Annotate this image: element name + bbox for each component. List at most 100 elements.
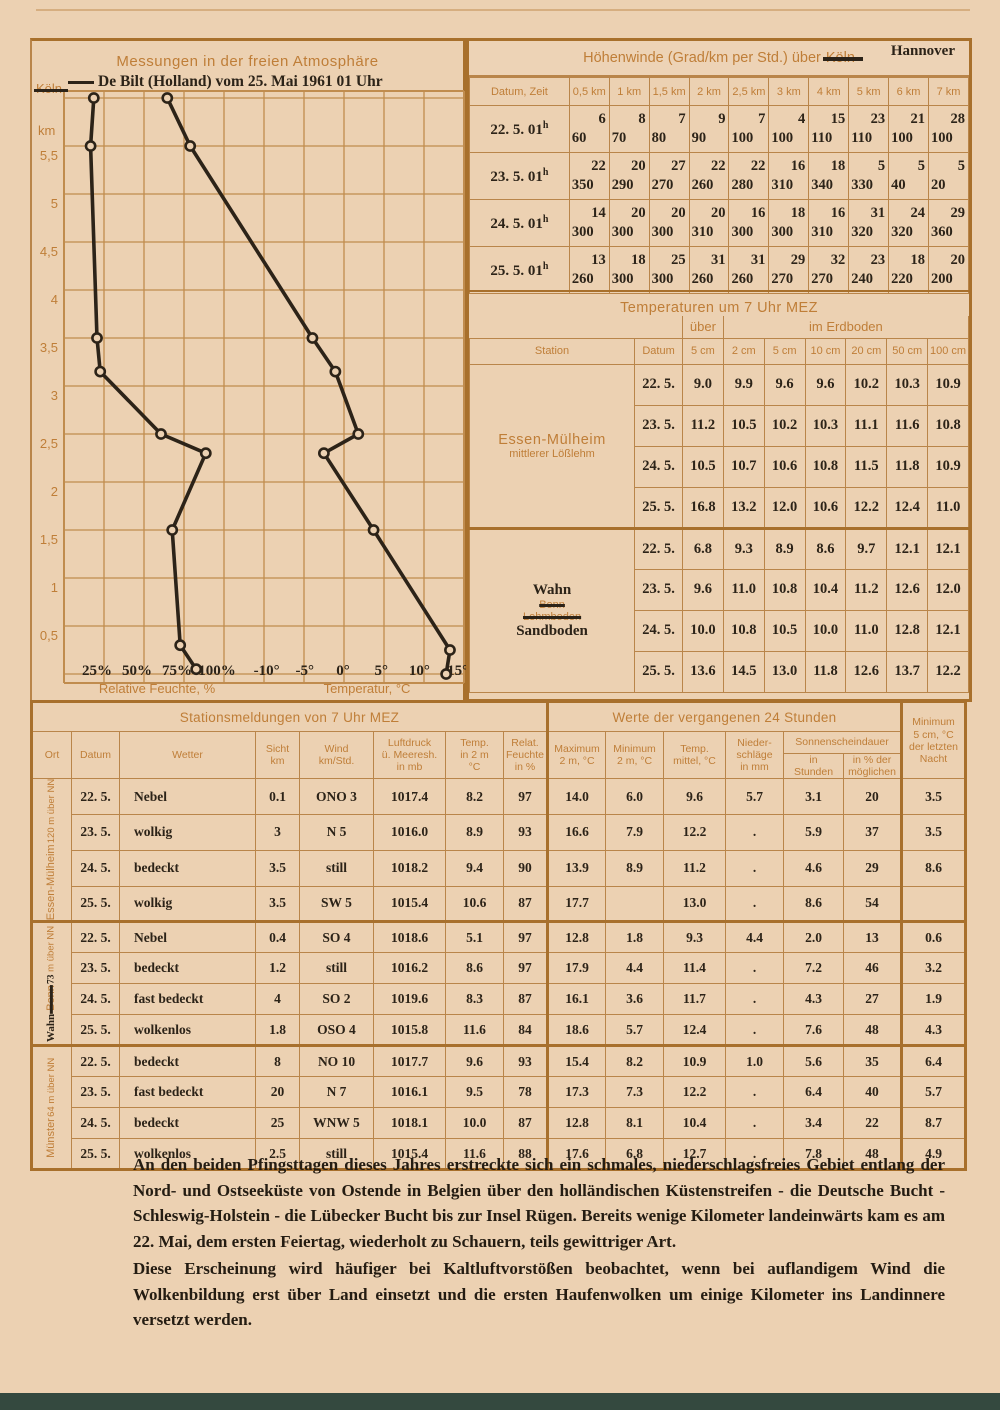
table-row: 25. 5. wolkenlos 2.5 still 1015.4 11.6 88 17.6 6… (32, 1138, 966, 1171)
wind-direction: 100 (891, 130, 913, 146)
wind-speed: 15 (830, 111, 846, 127)
wind-cell: WNW 5 (299, 1107, 374, 1140)
min-temp-cell: 6.8 (605, 1138, 664, 1171)
visibility-cell: 8 (255, 1045, 300, 1078)
altitude-header: 3 km (768, 77, 810, 106)
ort-cell: Münster 64 m über NN (31, 1045, 72, 1171)
mean-temp-cell: 11.2 (663, 849, 726, 887)
visibility-cell: 0.1 (255, 778, 300, 815)
sunshine-hours-cell: 7.2 (783, 952, 844, 985)
weather-cell: bedeckt (119, 1107, 256, 1140)
temperature-cell: 12.1 (886, 527, 929, 570)
column-header: Temp. mittel, °C (663, 730, 726, 780)
ort-altitude: 120 m über NN (46, 779, 57, 844)
wind-cell: 300 18 (768, 199, 810, 247)
temperaturen-grid: über im Erdboden Station Datum 5 cm 2 cm 5 cm 1… (468, 316, 970, 693)
mean-temp-cell: 10.4 (663, 1107, 726, 1140)
wind-speed: 29 (950, 205, 966, 221)
temperature-cell: 13.2 (722, 486, 765, 529)
weather-cell: wolkig (119, 885, 256, 923)
table-row: Münster 64 m über NN 22. 5. bedeckt 8 NO 10 10… (31, 1045, 966, 1171)
max-temp-cell: 18.6 (547, 1014, 606, 1047)
ort-cell: Essen-Mülheim 120 m über NN (31, 778, 72, 923)
mean-temp-cell: 11.4 (663, 952, 726, 985)
data-point (155, 428, 167, 440)
wind-cell: still (299, 1138, 374, 1171)
wind-speed: 4 (798, 111, 806, 127)
temp2m-cell: 8.6 (445, 952, 504, 985)
wind-speed: 20 (631, 205, 646, 221)
wind-speed: 18 (910, 252, 926, 268)
max-temp-cell: 17.7 (547, 885, 606, 923)
pressure-cell: 1015.8 (373, 1014, 446, 1047)
min-temp-cell: 4.4 (605, 952, 664, 985)
temperature-cell: 11.6 (886, 404, 929, 447)
wind-cell: 270 27 (648, 152, 690, 200)
wind-direction: 300 (651, 224, 674, 240)
hannover-handwritten-label: Hannover (890, 43, 955, 59)
wind-cell: 310 20 (688, 199, 730, 247)
date-cell: 25. 5. 01h (469, 246, 570, 294)
temperaturen-title: Temperaturen um 7 Uhr MEZ (620, 300, 818, 316)
ueber-header: über (681, 316, 724, 339)
wind-speed: 6 (598, 111, 606, 127)
wind-direction: 240 (851, 271, 873, 287)
temperature-cell: 11.0 (722, 568, 765, 611)
svg-text:1: 1 (51, 580, 58, 595)
atmosphere-chart-panel: 5,5 5 4,5 4 3,5 3 2,5 2 1,5 1 0,5 km 25% 50% 75% 100% Re… (30, 38, 468, 702)
wind-speed: 13 (591, 252, 606, 268)
wind-cell: SO 4 (299, 921, 374, 954)
temperature-cell: 12.0 (763, 486, 806, 529)
temperature-cell: 10.5 (681, 445, 724, 488)
data-point (329, 365, 342, 378)
data-point (190, 663, 203, 676)
svg-text:4: 4 (51, 292, 58, 307)
data-point (352, 428, 365, 440)
chart-struck-station-label: Köln (34, 81, 68, 96)
sunshine-hours-cell: 5.6 (783, 1045, 844, 1078)
ort-handwritten: Wahn (45, 1013, 58, 1042)
sunshine-percent-cell: 35 (843, 1045, 903, 1078)
table-row: 24. 5. 10.0 10.8 10.5 10.0 11.0 12.8 12.1 (470, 609, 969, 652)
mean-temp-cell: 12.7 (663, 1138, 726, 1171)
wind-cell: N 7 (299, 1076, 374, 1109)
max-temp-cell: 12.8 (547, 1107, 606, 1140)
wind-direction: 310 (811, 224, 834, 240)
altitude-header: 5 km (848, 77, 890, 106)
ort-alt-handwritten: 73 (46, 974, 57, 984)
min5-header: Minimum 5 cm, °C der letzten Nacht (901, 700, 966, 780)
wind-direction: 100 (771, 130, 794, 146)
altitude-header: 4 km (808, 77, 850, 106)
hoehenwinde-title: Höhenwinde (Grad/km per Std.) über Köln … (469, 41, 969, 77)
wind-speed: 7 (758, 111, 766, 127)
wind-cell: 70 8 (608, 105, 650, 153)
wind-direction: 350 (571, 177, 594, 193)
wind-cell: 310 16 (808, 199, 850, 247)
wind-direction: 260 (691, 177, 714, 193)
wind-speed: 18 (631, 252, 646, 268)
wind-cell: 300 20 (608, 199, 650, 247)
chart-station-note: De Bilt (Holland) vom 25. Mai 1961 01 Uh… (68, 73, 383, 91)
svg-text:5,5: 5,5 (40, 148, 58, 163)
data-point (306, 332, 319, 344)
werte24-title: Werte der vergangenen 24 Stunden (547, 701, 903, 732)
ort-altitude: 73 m über NN (45, 925, 57, 984)
temperature-cell: 16.8 (681, 486, 724, 529)
series-humidity (88, 97, 208, 671)
depth-header: 50 cm (886, 337, 929, 365)
column-header: Maximum 2 m, °C (547, 730, 606, 780)
temperature-cell: 13.6 (681, 650, 724, 693)
wind-speed: 14 (591, 205, 606, 221)
wind-direction: 310 (691, 224, 714, 240)
min-temp-cell: 7.3 (605, 1076, 664, 1109)
wind-speed: 16 (790, 158, 806, 174)
wind-direction: 60 (571, 130, 587, 146)
svg-text:3: 3 (51, 388, 58, 403)
wind-cell: 280 22 (728, 152, 770, 200)
table-row: 23. 5. 9.6 11.0 10.8 10.4 11.2 12.6 12.0 (470, 568, 969, 611)
table-row: 23. 5. 11.2 10.5 10.2 10.3 11.1 11.6 10.8 (470, 404, 969, 447)
wind-cell: 300 20 (648, 199, 690, 247)
table-row: 25. 5. 13.6 14.5 13.0 11.8 12.6 13.7 12.2 (470, 650, 969, 693)
hoehenwinde-panel: Höhenwinde (Grad/km per Std.) über Köln … (466, 38, 972, 294)
wind-cell: 100 7 (728, 105, 770, 153)
